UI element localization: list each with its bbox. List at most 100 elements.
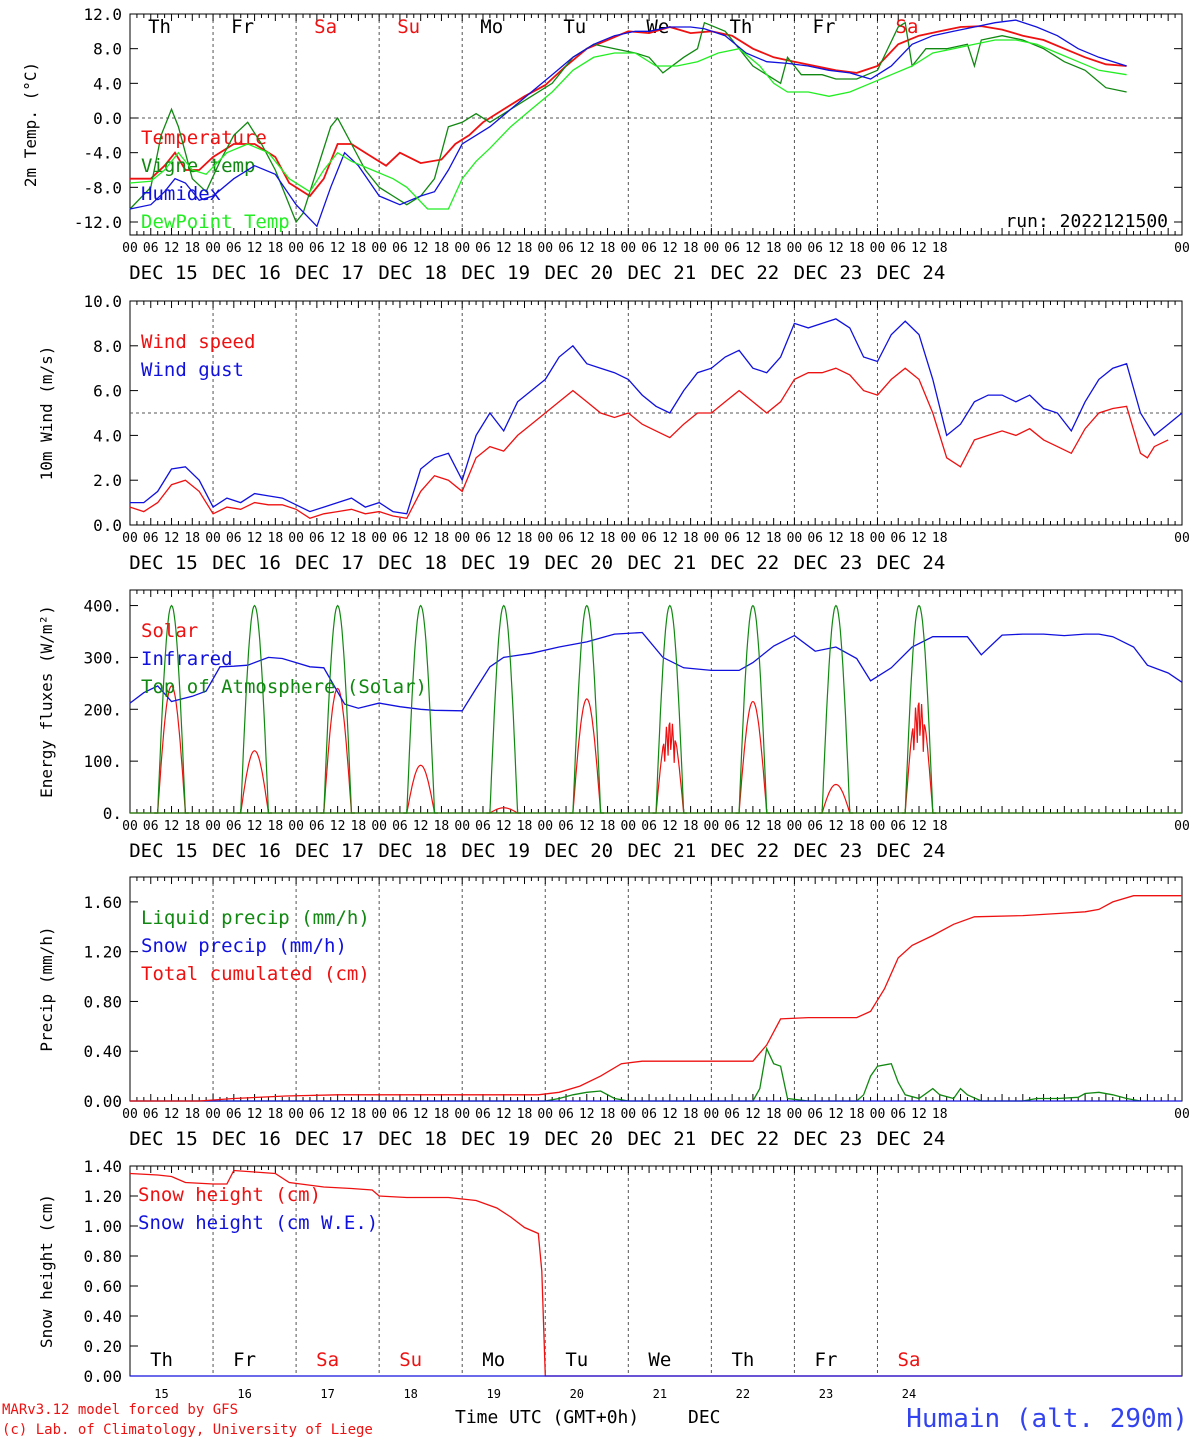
run-label: run: 2022121500 <box>1005 211 1168 232</box>
weekday-label: Sa <box>896 16 919 38</box>
day-label: DEC 24 <box>877 840 946 862</box>
hour-tick-label: 12 <box>496 819 512 834</box>
hour-tick-label: 00 <box>454 819 470 834</box>
bottom-day-number: 22 <box>736 1387 750 1401</box>
legend-entry: Vigne temp <box>141 155 255 177</box>
weekday-label: Th <box>150 1349 173 1371</box>
hour-tick-label: 12 <box>745 1107 761 1122</box>
weekday-label: Sa <box>314 16 337 38</box>
hour-tick-label: 00 <box>1174 531 1190 546</box>
footer-copyright: (c) Lab. of Climatology, University of L… <box>2 1422 373 1438</box>
series-top-of-atmosphere-solar--day-7 <box>652 604 688 814</box>
weekday-label: Fr <box>815 1349 838 1371</box>
panel-2: 10.0 8.0 6.0 4.0 2.0 0.0 10m Wind (m/s) 00 06 12 1… <box>37 292 1190 574</box>
day-label: DEC 15 <box>129 262 198 284</box>
y-tick-label: 8.0 <box>93 40 122 59</box>
hour-tick-label: 18 <box>351 1107 367 1122</box>
hour-tick-label: 06 <box>309 1107 325 1122</box>
hour-tick-label: 18 <box>184 819 200 834</box>
hour-tick-label: 12 <box>413 819 429 834</box>
hour-tick-label: 18 <box>932 241 948 256</box>
series-line-wind-speed <box>129 367 1169 520</box>
bottom-day-number: 20 <box>570 1387 584 1401</box>
hour-tick-label: 06 <box>890 241 906 256</box>
legend-entry: Liquid precip (mm/h) <box>141 907 370 929</box>
y-tick-label: 6.0 <box>93 382 122 401</box>
weekday-label: Fr <box>233 1349 256 1371</box>
hour-tick-label: 06 <box>309 241 325 256</box>
y-tick-label: 0.40 <box>83 1307 122 1326</box>
series-line-liquid-precip-mm-h- <box>130 1046 1141 1102</box>
hour-tick-label: 06 <box>724 819 740 834</box>
hour-tick-label: 00 <box>371 241 387 256</box>
legend-entry: DewPoint Temp <box>141 211 290 233</box>
y-tick-label: 12.0 <box>83 5 122 24</box>
hour-tick-label: 06 <box>475 531 491 546</box>
day-label: DEC 24 <box>877 262 946 284</box>
series-line-humidex <box>129 19 1127 228</box>
series-solar-day-2 <box>237 750 272 814</box>
hour-tick-label: 18 <box>517 1107 533 1122</box>
hour-tick-label: 06 <box>890 531 906 546</box>
y-axis-label: Energy fluxes (W/m²) <box>37 605 56 798</box>
weekday-label: Mo <box>480 16 503 38</box>
hour-tick-label: 06 <box>226 531 242 546</box>
hour-tick-label: 12 <box>662 819 678 834</box>
hour-tick-label: 06 <box>724 531 740 546</box>
hour-tick-label: 00 <box>122 241 138 256</box>
hour-tick-label: 00 <box>870 531 886 546</box>
day-label: DEC 21 <box>628 262 697 284</box>
hour-tick-label: 06 <box>558 241 574 256</box>
y-tick-label: 0.00 <box>83 1092 122 1111</box>
legend-entry: Snow height (cm W.E.) <box>138 1212 378 1234</box>
hour-tick-label: 00 <box>205 819 221 834</box>
day-label: DEC 17 <box>295 262 364 284</box>
day-label: DEC 16 <box>212 840 281 862</box>
series-line-dewpoint-temp <box>129 39 1127 210</box>
bottom-day-number: 24 <box>902 1387 916 1401</box>
day-label: DEC 19 <box>461 552 530 574</box>
panel-3: 400. 300. 200. 100. 0. Energy fluxes (W/m²) 00… <box>37 589 1190 862</box>
hour-tick-label: 06 <box>724 241 740 256</box>
series-top-of-atmosphere-solar--day-8 <box>735 604 771 814</box>
day-label: DEC 20 <box>544 840 613 862</box>
y-tick-label: 8.0 <box>93 337 122 356</box>
hour-tick-label: 12 <box>413 241 429 256</box>
hour-tick-label: 00 <box>704 241 720 256</box>
hour-tick-label: 12 <box>496 1107 512 1122</box>
weekday-label: Fr <box>813 16 836 38</box>
day-label: DEC 23 <box>794 552 863 574</box>
hour-tick-label: 00 <box>122 1107 138 1122</box>
legend-entry: Infrared <box>141 648 233 670</box>
y-tick-label: 0. <box>103 804 122 823</box>
legend-entry: Temperature <box>141 127 267 149</box>
hour-tick-label: 18 <box>600 1107 616 1122</box>
hour-tick-label: 00 <box>205 241 221 256</box>
hour-tick-label: 18 <box>766 1107 782 1122</box>
hour-tick-label: 18 <box>766 241 782 256</box>
hour-tick-label: 06 <box>641 1107 657 1122</box>
series-solar-day-7 <box>652 722 688 814</box>
hour-tick-label: 18 <box>351 531 367 546</box>
day-label: DEC 16 <box>212 1128 281 1150</box>
weekday-label: Su <box>397 16 420 38</box>
hour-tick-label: 12 <box>828 241 844 256</box>
hour-tick-label: 12 <box>164 819 180 834</box>
legend-entry: Humidex <box>141 183 221 205</box>
series-top-of-atmosphere-solar--day-4 <box>403 604 438 814</box>
y-tick-label: 0.80 <box>83 992 122 1011</box>
series-line-wind-gust <box>130 318 1183 515</box>
hour-tick-label: 06 <box>392 819 408 834</box>
panel-5: 1.40 1.20 1.00 0.80 0.60 0.40 0.20 0.00 Snow hei… <box>37 1157 1183 1401</box>
y-tick-label: 4.0 <box>93 426 122 445</box>
weekday-label: Th <box>729 16 752 38</box>
bottom-day-number: 16 <box>237 1387 251 1401</box>
hour-tick-label: 12 <box>413 1107 429 1122</box>
series-solar-day-3 <box>320 687 355 814</box>
day-label: DEC 22 <box>711 840 780 862</box>
hour-tick-label: 18 <box>849 531 865 546</box>
hour-tick-label: 00 <box>620 531 636 546</box>
day-label: DEC 16 <box>212 552 281 574</box>
hour-tick-label: 00 <box>205 1107 221 1122</box>
hour-tick-label: 18 <box>268 531 284 546</box>
